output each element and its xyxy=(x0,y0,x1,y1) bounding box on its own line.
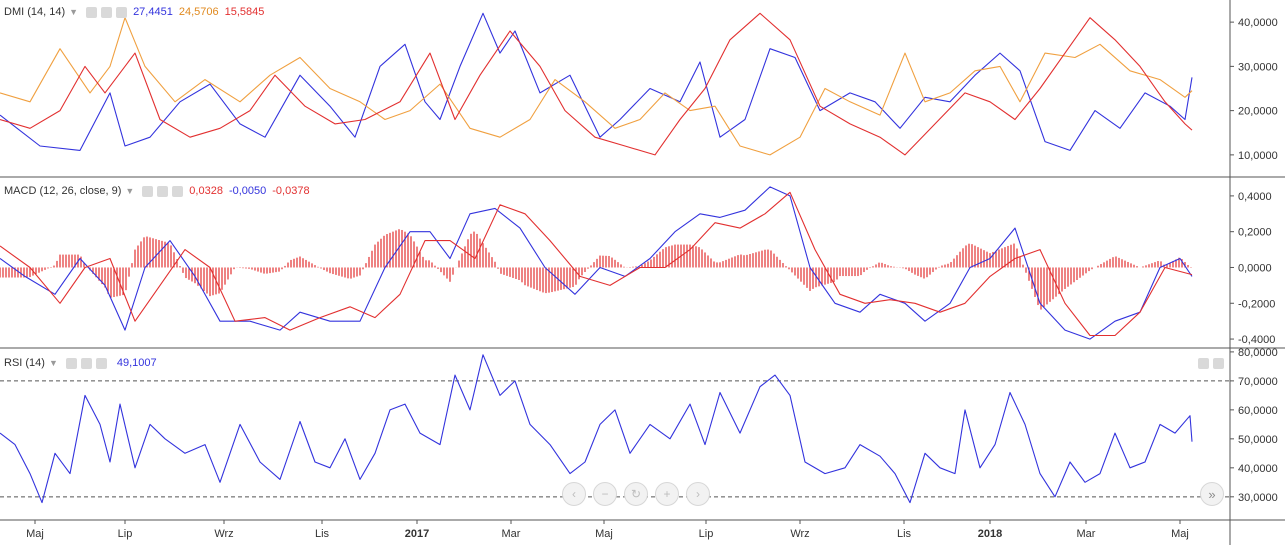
close-icon[interactable] xyxy=(116,6,128,18)
rsi-title: RSI (14) xyxy=(4,357,45,369)
rsi-value: 49,1007 xyxy=(116,357,157,369)
x-tick-label: Lip xyxy=(118,528,133,540)
y-tick-label: -0,2000 xyxy=(1238,298,1275,310)
macd-title: MACD (12, 26, close, 9) xyxy=(4,185,122,197)
y-tick-label: 60,0000 xyxy=(1238,405,1278,417)
dmi-legend: DMI (14, 14) ▼ 27,4451 24,5706 15,5845 xyxy=(4,6,264,18)
x-tick-label: Wrz xyxy=(790,528,809,540)
x-tick-label: 2017 xyxy=(405,528,429,540)
chevron-down-icon[interactable]: ▼ xyxy=(69,7,79,17)
series-line-plus_di xyxy=(0,12,1193,151)
x-tick-label: Wrz xyxy=(214,528,233,540)
x-tick-label: Maj xyxy=(1171,528,1189,540)
dmi-plot: 10,0000 20,0000 30,0000 40,0000 xyxy=(0,12,1278,162)
move-pane-down-icon[interactable] xyxy=(1213,358,1224,369)
y-tick-label: 20,0000 xyxy=(1238,106,1278,118)
chevron-down-icon[interactable]: ▼ xyxy=(125,186,135,196)
series-line-minus_di xyxy=(0,17,1193,156)
macd-value-signal: -0,0378 xyxy=(272,185,310,197)
macd-value-histogram: 0,0328 xyxy=(189,185,223,197)
rsi-legend: RSI (14) ▼ 49,1007 xyxy=(4,357,157,369)
x-tick-label: Mar xyxy=(1077,528,1096,540)
dmi-title: DMI (14, 14) xyxy=(4,6,66,18)
y-tick-label: 0,2000 xyxy=(1238,227,1272,239)
time-axis[interactable]: Maj Lip Wrz Lis 2017 Mar Maj Lip Wrz Lis 2018 Mar Ma… xyxy=(26,520,1189,540)
y-tick-label: 80,0000 xyxy=(1238,347,1278,359)
macd-legend: MACD (12, 26, close, 9) ▼ 0,0328 -0,0050… xyxy=(4,185,310,197)
x-tick-label: Lis xyxy=(897,528,912,540)
macd-value-macd: -0,0050 xyxy=(228,185,267,197)
visibility-icon[interactable] xyxy=(65,357,77,369)
series-line-macd xyxy=(0,186,1193,340)
x-tick-label: Lis xyxy=(315,528,330,540)
scroll-to-realtime-icon[interactable]: » xyxy=(1200,482,1224,506)
visibility-icon[interactable] xyxy=(142,185,154,197)
y-tick-label: -0,4000 xyxy=(1238,334,1275,346)
y-tick-label: 40,0000 xyxy=(1238,17,1278,29)
y-tick-label: 0,4000 xyxy=(1238,191,1272,203)
close-icon[interactable] xyxy=(172,185,184,197)
y-tick-label: 30,0000 xyxy=(1238,61,1278,73)
macd-plot: -0,4000 -0,2000 0,0000 0,2000 0,4000 xyxy=(0,186,1275,346)
y-tick-label: 40,0000 xyxy=(1238,463,1278,475)
x-tick-label: Mar xyxy=(502,528,521,540)
settings-icon[interactable] xyxy=(157,185,169,197)
zoom-in-icon[interactable]: + xyxy=(655,482,679,506)
dmi-value-plus: 27,4451 xyxy=(133,6,173,18)
visibility-icon[interactable] xyxy=(86,6,98,18)
x-tick-label: Lip xyxy=(699,528,714,540)
rsi-plot: 30,0000 40,0000 50,0000 60,0000 70,0000 80,00… xyxy=(0,347,1278,504)
reset-icon[interactable]: ↻ xyxy=(624,482,648,506)
chevron-down-icon[interactable]: ▼ xyxy=(48,358,58,368)
y-tick-label: 0,0000 xyxy=(1238,262,1272,274)
dmi-value-adx: 15,5845 xyxy=(224,6,265,18)
navigation-buttons: ‹ − ↻ + › xyxy=(562,482,710,506)
scroll-left-icon[interactable]: ‹ xyxy=(562,482,586,506)
zoom-out-icon[interactable]: − xyxy=(593,482,617,506)
y-tick-label: 70,0000 xyxy=(1238,376,1278,388)
x-tick-label: Maj xyxy=(26,528,44,540)
y-tick-label: 50,0000 xyxy=(1238,434,1278,446)
settings-icon[interactable] xyxy=(101,6,113,18)
x-tick-label: 2018 xyxy=(978,528,1002,540)
dmi-value-minus: 24,5706 xyxy=(178,6,219,18)
y-tick-label: 30,0000 xyxy=(1238,492,1278,504)
settings-icon[interactable] xyxy=(80,357,92,369)
y-tick-label: 10,0000 xyxy=(1238,150,1278,162)
series-line-rsi xyxy=(0,354,1193,504)
series-line-adx xyxy=(0,12,1193,156)
scroll-right-icon[interactable]: › xyxy=(686,482,710,506)
x-tick-label: Maj xyxy=(595,528,613,540)
move-pane-up-icon[interactable] xyxy=(1198,358,1209,369)
series-line-signal xyxy=(0,191,1193,337)
close-icon[interactable] xyxy=(95,357,107,369)
